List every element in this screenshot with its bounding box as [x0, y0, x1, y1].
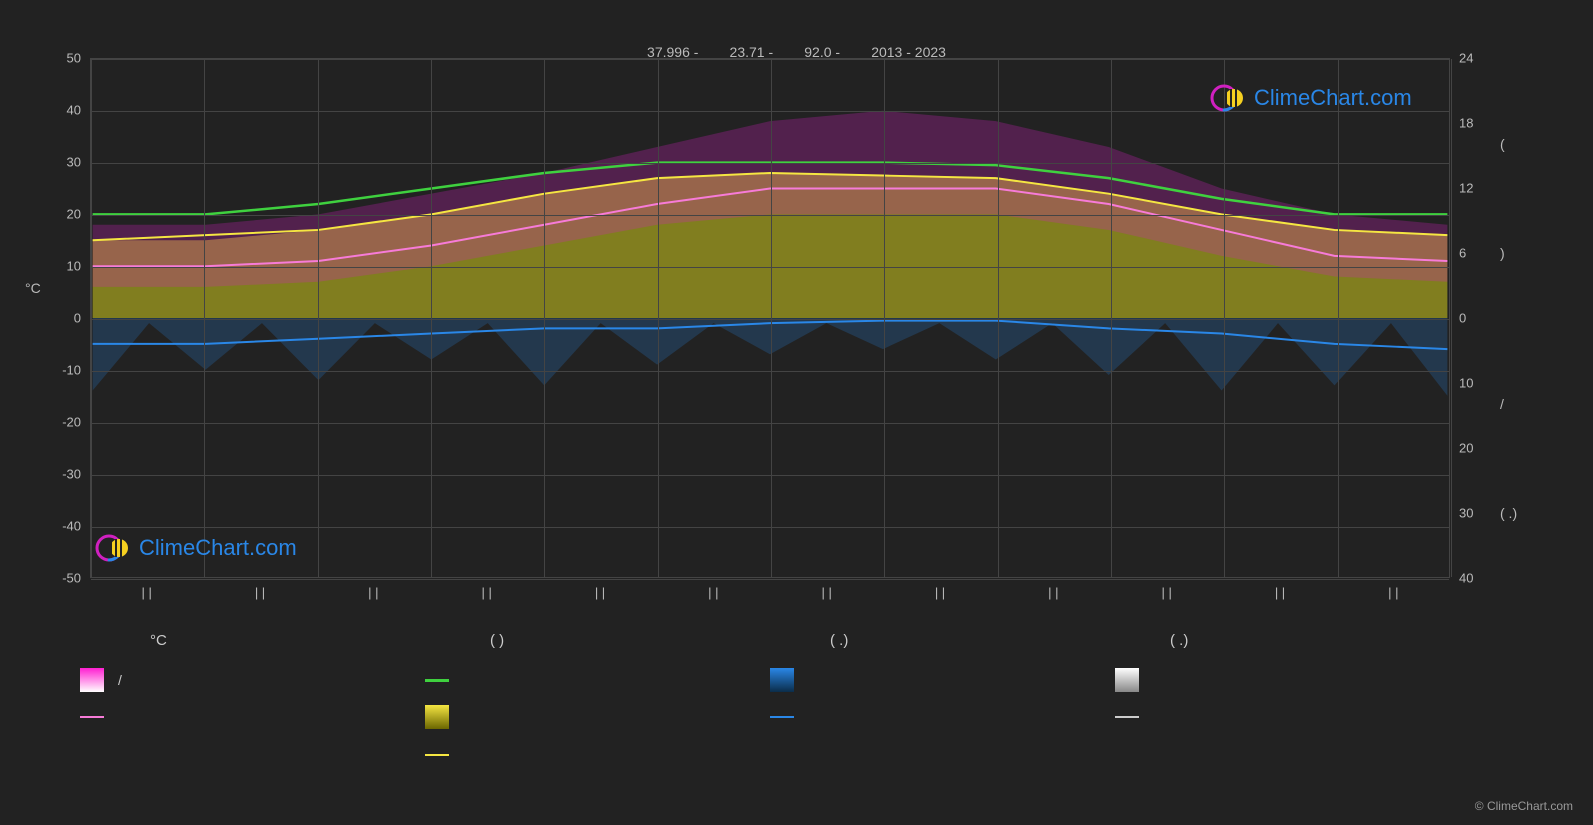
x-tick: | | [1162, 585, 1172, 600]
climechart-logo-icon [95, 530, 131, 566]
legend-label: / [118, 672, 122, 688]
y-right-tick: 20 [1459, 441, 1473, 456]
y-left-ticks: 50403020100-10-20-30-40-50 [50, 58, 85, 578]
y-left-tick: 30 [67, 155, 81, 170]
plot-area [90, 58, 1450, 578]
x-tick: | | [1275, 585, 1285, 600]
legend-row-3 [70, 740, 1450, 770]
legend-item [1105, 665, 1450, 695]
legend-item [415, 740, 760, 770]
legend-swatch-icon [80, 668, 104, 692]
legend-item [1105, 740, 1450, 770]
y-left-tick: -20 [62, 415, 81, 430]
watermark-text: ClimeChart.com [1254, 85, 1412, 111]
y-right-labels: ()/( .) [1500, 58, 1540, 578]
y-right-tick: 6 [1459, 246, 1466, 261]
legend-h2: ( ) [430, 632, 770, 649]
legend-item: / [70, 665, 415, 695]
y-right-tick: 18 [1459, 116, 1473, 131]
legend-item [760, 702, 1105, 732]
watermark-text: ClimeChart.com [139, 535, 297, 561]
y-left-tick: -50 [62, 571, 81, 586]
legend-row-1: / [70, 665, 1450, 695]
x-tick: | | [482, 585, 492, 600]
x-tick: | | [595, 585, 605, 600]
y-right-tick: 0 [1459, 311, 1466, 326]
y-right-tick: 30 [1459, 506, 1473, 521]
x-tick: | | [368, 585, 378, 600]
legend-h4: ( .) [1110, 632, 1450, 649]
chart-svg [91, 59, 1449, 577]
y-right-tick: 24 [1459, 51, 1473, 66]
watermark: ClimeChart.com [1210, 80, 1412, 116]
x-tick: | | [708, 585, 718, 600]
legend-item [1105, 702, 1450, 732]
copyright-text: © ClimeChart.com [1475, 799, 1573, 813]
legend-line-icon [770, 716, 794, 718]
legend-h1: °C [90, 632, 430, 649]
watermark: ClimeChart.com [95, 530, 297, 566]
y-left-tick: 10 [67, 259, 81, 274]
y-right-ticks: 2418126010203040 [1455, 58, 1505, 578]
x-tick: | | [142, 585, 152, 600]
x-tick: | | [1048, 585, 1058, 600]
legend-h3: ( .) [770, 632, 1110, 649]
legend-swatch-icon [1115, 668, 1139, 692]
x-tick: | | [822, 585, 832, 600]
y-left-tick: -30 [62, 467, 81, 482]
legend-item [760, 740, 1105, 770]
climechart-logo-icon [1210, 80, 1246, 116]
legend-item [70, 740, 415, 770]
y-right-tick: 40 [1459, 571, 1473, 586]
x-tick: | | [1388, 585, 1398, 600]
x-tick: | | [935, 585, 945, 600]
legend-item [760, 665, 1105, 695]
chart-container: 37.996 - 23.71 - 92.0 - 2013 - 2023 °C 5… [0, 0, 1593, 825]
legend-line-icon [1115, 716, 1139, 718]
x-tick: | | [255, 585, 265, 600]
y-left-tick: 50 [67, 51, 81, 66]
legend-swatch-icon [425, 705, 449, 729]
legend-line-icon [425, 754, 449, 756]
y-right-tick: 10 [1459, 376, 1473, 391]
legend-headers: °C ( ) ( .) ( .) [90, 632, 1450, 649]
legend-line-icon [425, 679, 449, 682]
legend-swatch-icon [770, 668, 794, 692]
legend-item [70, 702, 415, 732]
y-left-tick: -10 [62, 363, 81, 378]
y-left-tick: 40 [67, 103, 81, 118]
legend-line-icon [80, 716, 104, 718]
y-left-tick: -40 [62, 519, 81, 534]
y-right-tick: 12 [1459, 181, 1473, 196]
y-left-axis-label: °C [25, 280, 41, 296]
legend-row-2 [70, 702, 1450, 732]
y-left-tick: 0 [74, 311, 81, 326]
legend-item [415, 702, 760, 732]
y-left-tick: 20 [67, 207, 81, 222]
legend-item [415, 665, 760, 695]
